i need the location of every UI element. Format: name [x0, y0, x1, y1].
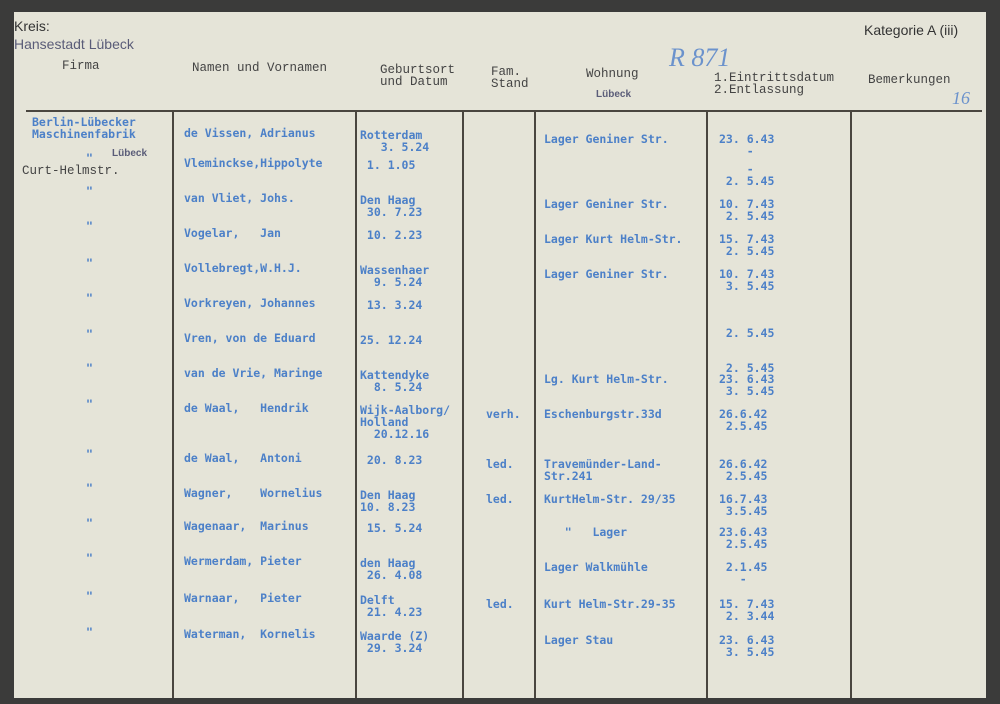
cell-wohnung: Lg. Kurt Helm-Str. [544, 372, 669, 386]
cell-wohnung: Lager Walkmühle [544, 560, 648, 574]
cell-wohnung: Lager Stau [544, 633, 614, 647]
category-label: Kategorie A (iii) [864, 22, 959, 38]
cell-daten: 23. 6.43 - [719, 132, 775, 158]
cell-geburt: 25. 12.24 [360, 333, 423, 347]
cell-geburt: Rotterdam 3. 5.24 [360, 128, 430, 154]
ditto-mark: " [86, 327, 93, 341]
header-wohnung: Wohnung [586, 67, 639, 81]
cell-daten: - 2. 5.45 [725, 162, 775, 188]
header-divider [26, 110, 982, 112]
cell-geburt: 1. 1.05 [360, 158, 416, 172]
kreis-value: Hansestadt Lübeck [14, 36, 134, 52]
cell-name: Vorkreyen, Johannes [184, 296, 316, 310]
cell-name: van de Vrie, Maringe [184, 366, 323, 380]
cell-geburt: 20. 8.23 [360, 453, 423, 467]
column-divider [355, 110, 357, 698]
cell-geburt: 13. 3.24 [360, 298, 423, 312]
cell-name: Wagenaar, Marinus [184, 519, 309, 533]
cell-daten: 10. 7.43 2. 5.45 [719, 197, 775, 223]
cell-geburt: Kattendyke 8. 5.24 [360, 368, 430, 394]
cell-daten: 2. 5.45 [725, 326, 775, 340]
cell-geburt: Den Haag 10. 8.23 [360, 488, 416, 514]
cell-daten: 2. 5.45 [725, 361, 775, 375]
cell-name: Vleminckse,Hippolyte [184, 156, 323, 170]
cell-name: de Vissen, Adrianus [184, 126, 316, 140]
cell-daten: 15. 7.43 2. 3.44 [719, 597, 775, 623]
cell-fam: led. [486, 492, 514, 506]
cell-daten: 23. 6.43 3. 5.45 [719, 633, 775, 659]
cell-geburt: den Haag 26. 4.08 [360, 556, 423, 582]
ditto-mark: " [86, 516, 93, 530]
cell-wohnung: Lager Kurt Helm-Str. [544, 232, 683, 246]
ditto-mark: " [86, 447, 93, 461]
stamp-luebeck-firma: Lübeck [112, 148, 148, 159]
cell-daten: 16.7.43 3.5.45 [719, 492, 768, 518]
cell-fam: verh. [486, 407, 521, 421]
cell-fam: led. [486, 597, 514, 611]
page-number: 16 [952, 88, 970, 108]
cell-name: Vollebregt,W.H.J. [184, 261, 302, 275]
cell-daten: 10. 7.43 3. 5.45 [719, 267, 775, 293]
ditto-mark: " [86, 397, 93, 411]
cell-daten: 15. 7.43 2. 5.45 [719, 232, 775, 258]
cell-daten: 26.6.42 2.5.45 [719, 457, 768, 483]
cell-wohnung: KurtHelm-Str. 29/35 [544, 492, 676, 506]
ditto-mark: " [86, 551, 93, 565]
header-fam: Fam. Stand [491, 65, 529, 91]
ditto-mark: " [86, 589, 93, 603]
cell-name: de Waal, Antoni [184, 451, 302, 465]
register-card: Kreis: Hansestadt Lübeck Kategorie A (ii… [14, 12, 986, 698]
cell-fam: led. [486, 457, 514, 471]
column-divider [850, 110, 852, 698]
cell-wohnung: Travemünder-Land- Str.241 [544, 457, 662, 483]
cell-name: Wagner, Wornelius [184, 486, 323, 500]
cell-name: de Waal, Hendrik [184, 401, 309, 415]
cell-daten: 26.6.42 2.5.45 [719, 407, 768, 433]
column-divider [172, 110, 174, 698]
header-name: Namen und Vornamen [192, 61, 328, 75]
header-daten: 1.Eintrittsdatum 2.Entlassung [714, 71, 835, 97]
cell-name: Vren, von de Eduard [184, 331, 316, 345]
cell-geburt: Den Haag 30. 7.23 [360, 193, 423, 219]
ditto-mark: " [86, 361, 93, 375]
header-bemerkungen: Bemerkungen [868, 73, 951, 87]
cell-wohnung: Kurt Helm-Str.29-35 [544, 597, 676, 611]
ditto-mark: " [86, 184, 93, 198]
archive-number: R 871 [669, 43, 731, 72]
cell-geburt: Delft 21. 4.23 [360, 593, 423, 619]
cell-name: Vogelar, Jan [184, 226, 281, 240]
kreis-label: Kreis: [14, 18, 50, 34]
firma-name: Berlin-Lübecker Maschinenfabrik [32, 115, 136, 141]
ditto-mark: " [86, 481, 93, 495]
cell-name: Waterman, Kornelis [184, 627, 316, 641]
cell-name: van Vliet, Johs. [184, 191, 295, 205]
cell-geburt: 10. 2.23 [360, 228, 423, 242]
cell-daten: 23.6.43 2.5.45 [719, 525, 768, 551]
ditto-mark: " [86, 219, 93, 233]
column-divider [534, 110, 536, 698]
cell-name: Wermerdam, Pieter [184, 554, 302, 568]
cell-wohnung: Lager Geniner Str. [544, 132, 669, 146]
header-geburt: Geburtsort und Datum [380, 63, 456, 89]
stamp-luebeck: Lübeck [596, 89, 632, 100]
column-divider [706, 110, 708, 698]
cell-wohnung: Eschenburgstr.33d [544, 407, 662, 421]
ditto-mark: " [86, 625, 93, 639]
column-divider [462, 110, 464, 698]
cell-wohnung: Lager Geniner Str. [544, 267, 669, 281]
cell-geburt: 15. 5.24 [360, 521, 423, 535]
cell-wohnung: Lager Geniner Str. [544, 197, 669, 211]
cell-geburt: Wijk-Aalborg/ Holland 20.12.16 [360, 403, 451, 441]
cell-geburt: Waarde (Z) 29. 3.24 [360, 629, 430, 655]
ditto-mark: " [86, 256, 93, 270]
ditto-mark: " [86, 151, 93, 165]
cell-daten: 23. 6.43 3. 5.45 [719, 372, 775, 398]
cell-wohnung: " Lager [544, 525, 628, 539]
cell-geburt: Wassenhaer 9. 5.24 [360, 263, 430, 289]
ditto-mark: " [86, 291, 93, 305]
firma-address: Curt-Helmstr. [22, 164, 120, 178]
header-firma: Firma [62, 59, 100, 73]
cell-name: Warnaar, Pieter [184, 591, 302, 605]
cell-daten: 2.1.45 - [725, 560, 768, 586]
